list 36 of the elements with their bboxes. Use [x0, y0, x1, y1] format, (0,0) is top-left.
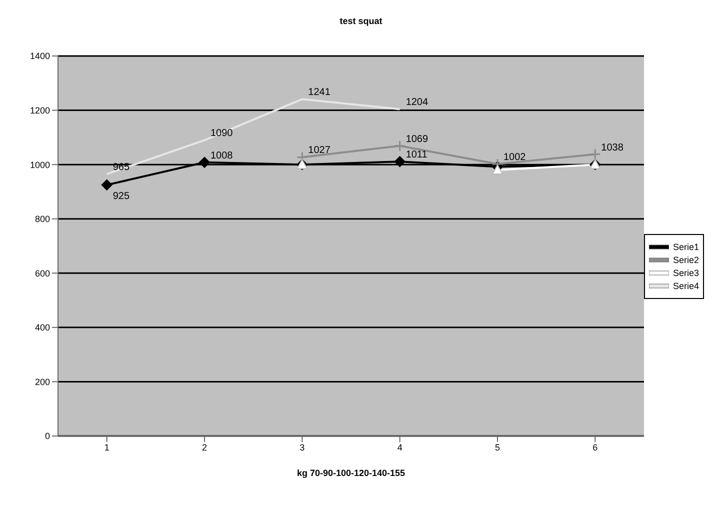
y-tick-label: 800 [34, 214, 50, 224]
data-label: 1011 [406, 150, 428, 161]
point [101, 179, 112, 190]
y-tick-label: 1400 [30, 51, 50, 62]
data-label: 1204 [406, 97, 429, 108]
y-tick-label: 1200 [30, 105, 50, 116]
data-label: 925 [112, 190, 130, 202]
legend-label: Serie4 [672, 280, 699, 290]
x-tick-label: 5 [494, 442, 500, 452]
chart-title: test squat [338, 15, 384, 28]
legend-label: Serie1 [672, 242, 699, 252]
point [198, 156, 210, 168]
x-tick-label: 2 [202, 442, 208, 452]
y-tick-label: 600 [34, 268, 50, 278]
data-label: 1069 [406, 134, 429, 145]
data-label: 1008 [210, 150, 234, 162]
y-tick-label: 0 [44, 431, 50, 442]
y-tick-label: 200 [34, 376, 50, 387]
data-label: 1027 [308, 145, 331, 156]
legend-label: Serie3 [672, 268, 699, 278]
point [394, 156, 406, 168]
x-axis-title: kg 70-90-100-120-140-155 [296, 468, 406, 478]
x-tick-label: 4 [397, 442, 402, 452]
data-label: 1038 [601, 142, 624, 154]
data-label: 1090 [210, 128, 234, 140]
point [589, 148, 601, 160]
y-tick-label: 400 [34, 322, 50, 333]
data-label: 1241 [308, 87, 331, 98]
point [394, 140, 406, 152]
x-tick-label: 6 [592, 442, 598, 452]
x-tick-label: 3 [300, 442, 305, 452]
x-tick-label: 1 [104, 442, 110, 452]
data-label: 1002 [503, 152, 526, 164]
legend-label: Serie2 [672, 254, 699, 264]
line-series [106, 98, 401, 176]
y-tick-label: 1000 [30, 160, 50, 170]
